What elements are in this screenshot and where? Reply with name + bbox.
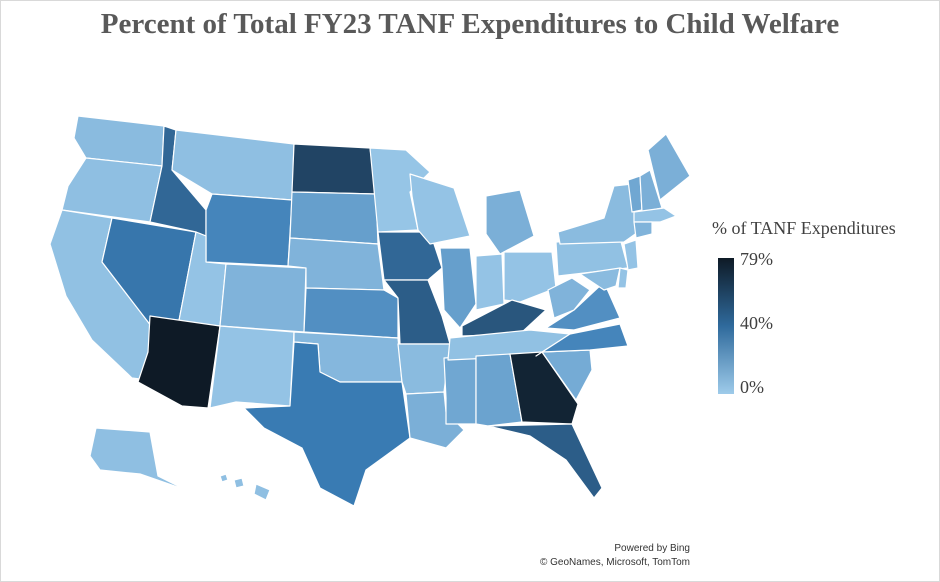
- legend-mid-label: 40%: [740, 313, 773, 333]
- state-DE: [617, 267, 629, 289]
- state-AR: [397, 343, 451, 395]
- state-ME: [647, 133, 691, 201]
- map-title: Percent of Total FY23 TANF Expenditures …: [100, 8, 840, 40]
- state-HI: [219, 473, 271, 501]
- state-IL: [439, 247, 477, 329]
- state-ND: [291, 143, 377, 195]
- state-NC: [535, 323, 629, 357]
- state-AK: [89, 427, 187, 491]
- state-VA: [545, 281, 621, 331]
- state-AL: [475, 353, 523, 427]
- legend-max-label: 79%: [740, 249, 773, 269]
- state-AZ: [137, 315, 221, 409]
- state-TX: [243, 341, 411, 507]
- state-WY: [205, 193, 293, 267]
- state-NY: [557, 183, 639, 245]
- state-MT: [171, 129, 295, 201]
- state-FL: [487, 423, 603, 499]
- state-OR: [61, 157, 163, 223]
- state-CT: [633, 221, 653, 239]
- state-CO: [219, 263, 307, 333]
- state-MI: [485, 189, 535, 255]
- state-IN: [475, 253, 505, 311]
- bing-credit: Powered by Bing: [614, 543, 690, 554]
- state-MA: [633, 207, 677, 223]
- state-NJ: [623, 239, 639, 271]
- legend-color-scale: [718, 258, 734, 394]
- state-WI: [409, 173, 471, 245]
- state-SD: [289, 191, 379, 245]
- state-KS: [303, 287, 399, 339]
- attribution-credit: © GeoNames, Microsoft, TomTom: [540, 557, 690, 568]
- state-LA: [405, 391, 465, 449]
- state-KY: [461, 299, 547, 337]
- legend-min-label: 0%: [740, 377, 764, 397]
- state-NM: [209, 325, 295, 409]
- state-MS: [443, 355, 477, 425]
- state-WV: [547, 277, 591, 319]
- state-MD: [579, 267, 621, 291]
- legend-title: % of TANF Expenditures: [712, 218, 896, 238]
- state-GA: [509, 351, 579, 425]
- state-OH: [503, 251, 557, 303]
